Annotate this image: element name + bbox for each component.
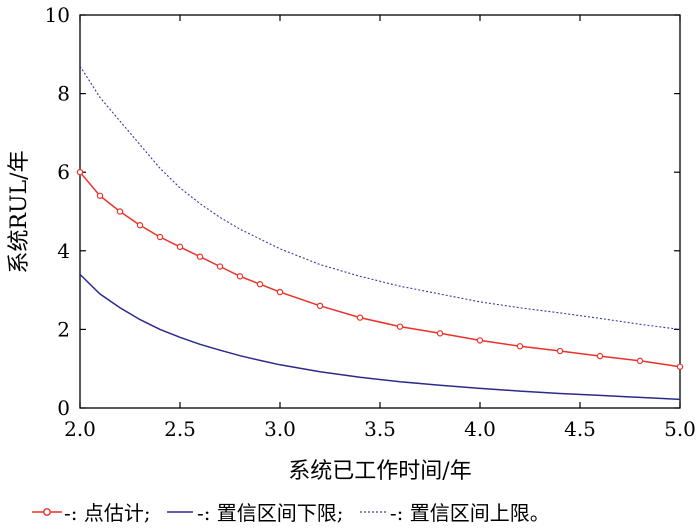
y-tick-label: 6 [57,160,70,184]
axis-ticks: 2.0 2.5 3.0 3.5 4.0 4.5 5.0 0 2 4 6 8 10 [45,3,696,441]
y-tick-label: 4 [57,239,70,263]
y-tick-label: 8 [57,82,70,106]
point-estimate-marker [196,253,204,260]
point-estimate-marker [636,357,644,365]
point-estimate-marker [676,363,684,370]
point-estimate-marker [136,222,144,229]
x-tick-label: 3.5 [364,417,396,441]
point-estimate-marker [76,168,84,176]
x-tick-label: 2.0 [64,417,96,441]
legend: -: 点估计; -: 置信区间下限; -: 置信区间上限。 [30,497,550,526]
point-estimate-marker [396,323,404,330]
point-estimate-marker [176,243,184,251]
point-estimate-marker [216,263,224,270]
series-line-1 [79,273,681,401]
x-tick-label: 3.0 [264,417,296,441]
x-axis-label: 系统已工作时间/年 [288,459,471,484]
point-estimate-marker [96,192,104,199]
point-estimate-marker [156,233,164,241]
x-tick-label: 5.0 [664,417,696,441]
point-estimate-marker [256,281,264,288]
x-tick-label: 4.0 [464,417,496,441]
point-estimate-marker [276,288,284,296]
point-estimate-marker [236,273,244,280]
point-estimate-marker [436,330,444,337]
legend-lower-bound-symbol [166,510,193,513]
point-estimate-marker [356,314,364,321]
series-line-2 [79,65,681,330]
point-estimate-marker [476,337,484,344]
legend-upper-bound-symbol [359,510,386,513]
point-estimate-marker [316,302,324,310]
point-estimate-marker [516,343,524,350]
series-layer [76,65,684,401]
plot-frame [79,14,681,409]
y-tick-label: 0 [57,396,70,420]
point-estimate-marker [596,352,604,360]
point-estimate-marker [556,347,564,355]
y-tick-label: 10 [45,3,70,27]
y-axis-label: 系统RUL/年 [7,150,32,273]
x-tick-label: 2.5 [164,417,196,441]
legend-point-estimate-symbol [32,507,62,516]
series-line-0 [79,171,681,368]
rul-chart: 2.0 2.5 3.0 3.5 4.0 4.5 5.0 0 2 4 6 8 10 系统已工作时间/年 系… [7,3,696,484]
legend-lower-bound-label: -: 置信区间下限; [196,501,344,525]
y-tick-label: 2 [57,317,70,341]
x-tick-label: 4.5 [564,417,596,441]
point-estimate-marker [116,208,124,215]
legend-point-estimate-label: -: 点估计; [64,501,151,525]
legend-upper-bound-label: -: 置信区间上限。 [389,501,550,525]
